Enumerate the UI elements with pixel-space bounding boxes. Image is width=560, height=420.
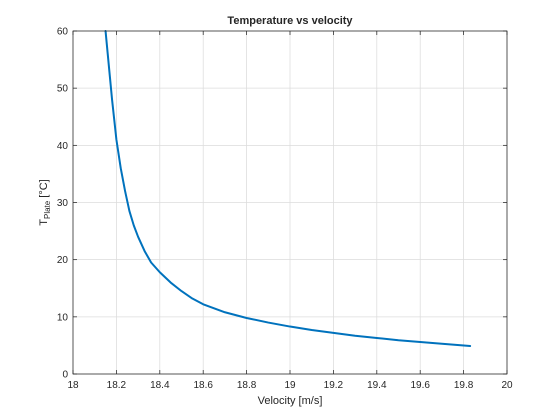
- y-tick-label: 60: [57, 27, 69, 38]
- x-axis-label: Velocity [m/s]: [258, 395, 323, 407]
- y-tick-label: 50: [57, 84, 69, 95]
- series-line: [104, 30, 472, 347]
- y-tick-label: 30: [57, 198, 69, 209]
- y-tick-label: 0: [62, 370, 68, 381]
- x-tick-label: 19.8: [454, 380, 474, 391]
- x-tick-label: 19.4: [367, 380, 387, 391]
- y-tick-label: 10: [57, 312, 69, 323]
- x-tick-label: 20: [501, 380, 513, 391]
- x-tick-label: 18.6: [193, 380, 213, 391]
- y-tick-label: 20: [57, 255, 69, 266]
- y-axis-label-subscript: Plate: [43, 200, 52, 219]
- y-axis-label: TPlate [°C]: [38, 179, 52, 225]
- x-tick-label: 18: [67, 380, 79, 391]
- y-axis-label-main: T: [38, 219, 50, 226]
- x-tick-label: 18.2: [107, 380, 127, 391]
- x-tick-label: 18.8: [237, 380, 257, 391]
- series-layer: [104, 30, 472, 347]
- x-tick-label: 19.2: [324, 380, 344, 391]
- x-tick-label: 19: [284, 380, 296, 391]
- x-tick-label: 19.6: [410, 380, 430, 391]
- y-axis-label-unit: [°C]: [38, 179, 50, 201]
- chart-title: Temperature vs velocity: [227, 15, 353, 27]
- y-tick-label: 40: [57, 141, 69, 152]
- axis-ticks: 18 18.2 18.4 18.6 18.8 19 19.2 19.4 19.6 19.8 20 0 1…: [57, 27, 513, 392]
- x-tick-label: 18.4: [150, 380, 170, 391]
